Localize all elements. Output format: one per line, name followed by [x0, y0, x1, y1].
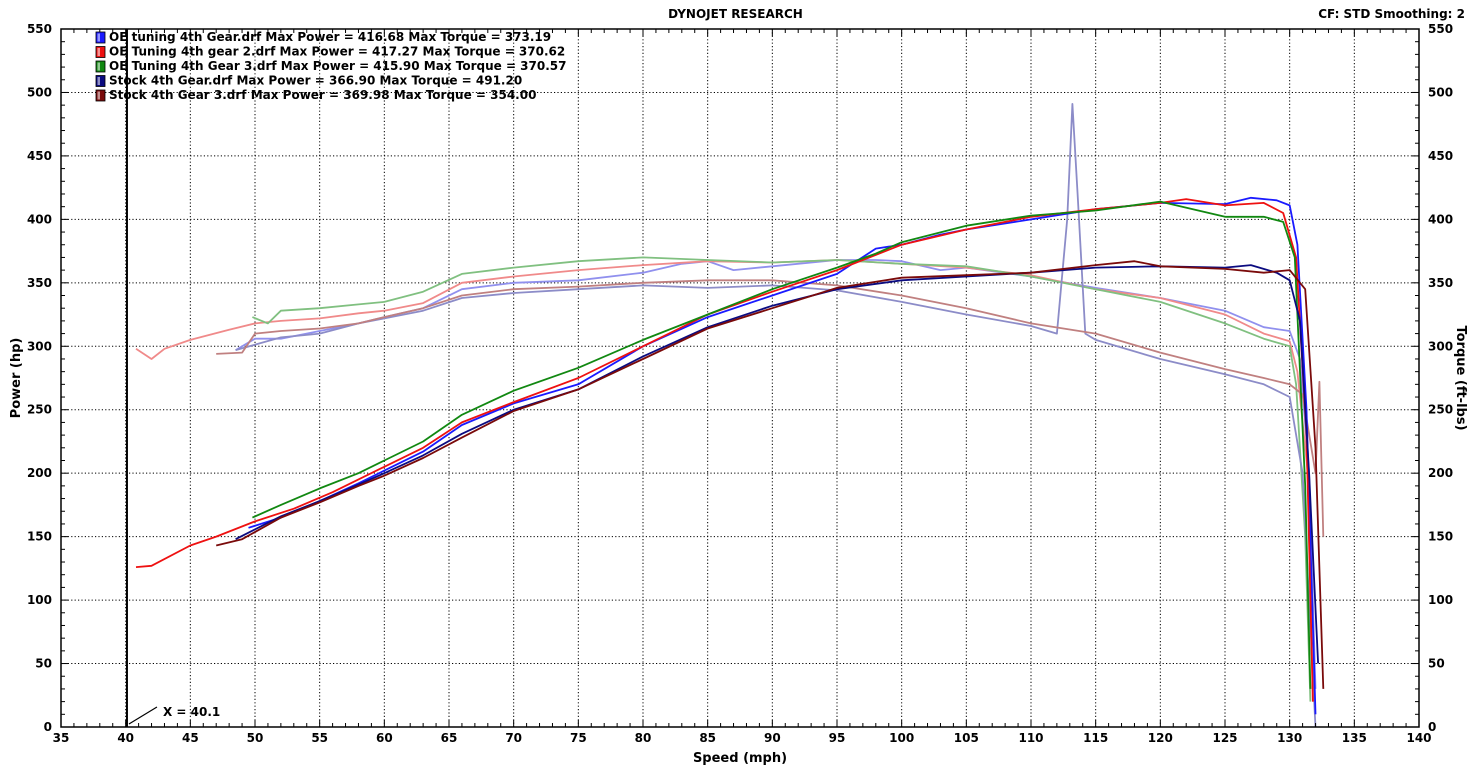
cursor: X = 40.1	[125, 29, 220, 727]
x-tick-label: 65	[441, 731, 458, 745]
power-series-line	[252, 200, 1312, 689]
x-tick-label: 105	[954, 731, 979, 745]
x-tick-label: 115	[1083, 731, 1108, 745]
y-tick-label-right: 450	[1428, 149, 1453, 163]
legend: OE tuning 4th Gear.drf Max Power = 416.6…	[95, 30, 567, 102]
x-tick-label: 35	[53, 731, 70, 745]
legend-swatch	[95, 89, 106, 102]
y-tick-label-left: 100	[27, 593, 52, 607]
legend-entry: Stock 4th Gear 3.drf Max Power = 369.98 …	[109, 88, 536, 102]
axes: 35 40 45 50 55 60 65 70 75 80 85 90 95 100 105 110 115 12…	[27, 22, 1453, 745]
y-tick-label-left: 150	[27, 530, 52, 544]
legend-entry: OE Tuning 4th gear 2.drf Max Power = 417…	[109, 45, 565, 59]
x-tick-label: 50	[247, 731, 264, 745]
legend-swatch-highlight	[97, 33, 100, 42]
y-axis-label-right: Torque (ft-lbs)	[1453, 325, 1468, 430]
y-tick-label-left: 400	[27, 212, 52, 226]
x-tick-label: 100	[889, 731, 914, 745]
x-tick-label: 140	[1406, 731, 1431, 745]
power-series-line	[248, 196, 1317, 715]
y-tick-label-left: 50	[35, 657, 52, 671]
series-lines	[135, 103, 1325, 728]
plot-frame	[60, 28, 1420, 728]
y-tick-label-right: 500	[1428, 85, 1453, 99]
legend-swatch-highlight	[97, 77, 100, 85]
y-tick-label-left: 500	[27, 85, 52, 99]
torque-series-line	[216, 279, 1325, 537]
y-tick-label-right: 550	[1428, 22, 1453, 36]
y-axis-label-left: Power (hp)	[9, 338, 24, 419]
torque-series-line	[235, 259, 1317, 689]
power-series-line	[235, 264, 1319, 664]
x-tick-label: 135	[1342, 731, 1367, 745]
y-tick-label-right: 50	[1428, 657, 1445, 671]
y-tick-label-left: 350	[27, 276, 52, 290]
y-tick-label-right: 100	[1428, 593, 1453, 607]
x-tick-label: 125	[1212, 731, 1237, 745]
y-tick-label-left: 200	[27, 466, 52, 480]
x-tick-label: 75	[570, 731, 587, 745]
x-axis-label: Speed (mph)	[693, 751, 787, 766]
y-tick-label-right: 350	[1428, 276, 1453, 290]
legend-swatch-highlight	[97, 91, 100, 100]
legend-swatch	[95, 60, 106, 73]
correction-factor-info: CF: STD Smoothing: 2	[1318, 7, 1465, 21]
y-tick-label-right: 300	[1428, 339, 1453, 353]
y-tick-label-left: 550	[27, 22, 52, 36]
x-tick-label: 120	[1148, 731, 1173, 745]
torque-series-line	[235, 103, 1317, 728]
chart-title: DYNOJET RESEARCH	[668, 7, 803, 21]
torque-series-line	[252, 256, 1312, 702]
x-tick-label: 85	[699, 731, 716, 745]
x-tick-label: 40	[117, 731, 134, 745]
y-tick-label-right: 400	[1428, 212, 1453, 226]
x-tick-label: 110	[1018, 731, 1043, 745]
y-tick-label-left: 300	[27, 339, 52, 353]
legend-entry: Stock 4th Gear.drf Max Power = 366.90 Ma…	[109, 74, 522, 88]
x-tick-label: 60	[376, 731, 393, 745]
power-series-line	[135, 198, 1314, 702]
power-series-line	[215, 260, 1325, 689]
y-tick-label-left: 250	[27, 403, 52, 417]
x-tick-label: 90	[764, 731, 781, 745]
torque-series-line	[135, 259, 1314, 702]
legend-entry: OE Tuning 4th Gear 3.drf Max Power = 415…	[109, 59, 567, 73]
y-tick-label-left: 450	[27, 149, 52, 163]
x-tick-label: 130	[1277, 731, 1302, 745]
y-tick-label-left: 0	[44, 720, 52, 734]
legend-swatch-highlight	[97, 62, 100, 71]
y-tick-label-right: 150	[1428, 530, 1453, 544]
y-tick-label-right: 250	[1428, 403, 1453, 417]
y-tick-label-right: 0	[1428, 720, 1436, 734]
x-tick-label: 45	[182, 731, 199, 745]
legend-swatch	[95, 75, 106, 87]
cursor-pointer	[128, 706, 158, 725]
y-tick-label-right: 200	[1428, 466, 1453, 480]
legend-swatch	[95, 31, 106, 44]
x-tick-label: 80	[635, 731, 652, 745]
legend-entry: OE tuning 4th Gear.drf Max Power = 416.6…	[109, 30, 551, 44]
grid	[61, 29, 1419, 727]
x-tick-label: 95	[829, 731, 846, 745]
legend-swatch-highlight	[97, 48, 100, 56]
x-tick-label: 70	[505, 731, 522, 745]
x-tick-label: 55	[311, 731, 328, 745]
cursor-label: X = 40.1	[163, 705, 220, 719]
legend-swatch	[95, 46, 106, 58]
